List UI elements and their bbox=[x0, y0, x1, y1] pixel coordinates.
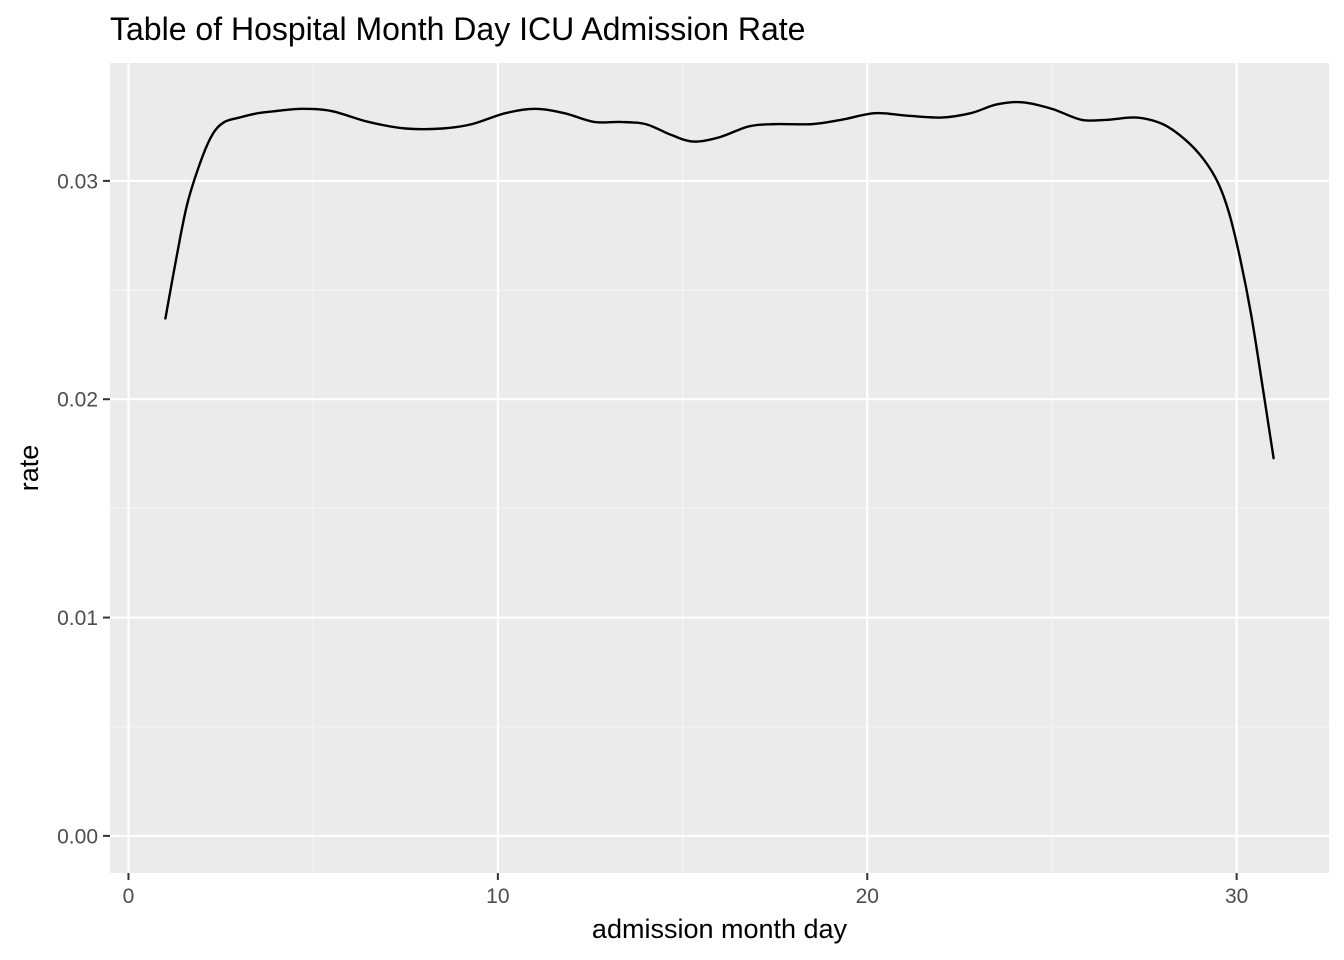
x-tick-label: 10 bbox=[486, 885, 509, 908]
x-tick-label: 30 bbox=[1225, 885, 1248, 908]
major-gridlines bbox=[110, 63, 1329, 873]
chart-title: Table of Hospital Month Day ICU Admissio… bbox=[110, 11, 805, 47]
y-tick-label: 0.01 bbox=[57, 607, 98, 630]
x-tick-labels: 0 10 20 30 bbox=[123, 885, 1249, 908]
y-tick-label: 0.00 bbox=[57, 825, 98, 848]
minor-gridlines bbox=[110, 63, 1329, 873]
y-tick-label: 0.02 bbox=[57, 389, 98, 412]
y-tick-labels: 0.00 0.01 0.02 0.03 bbox=[57, 170, 98, 848]
x-tick-label: 20 bbox=[856, 885, 879, 908]
rate-line bbox=[164, 100, 1275, 460]
x-axis-title: admission month day bbox=[592, 914, 848, 944]
plot-panel bbox=[110, 63, 1329, 873]
y-axis-title: rate bbox=[14, 445, 44, 492]
axis-ticks bbox=[103, 179, 1238, 880]
x-tick-label: 0 bbox=[123, 885, 135, 908]
y-tick-label: 0.03 bbox=[57, 170, 98, 193]
